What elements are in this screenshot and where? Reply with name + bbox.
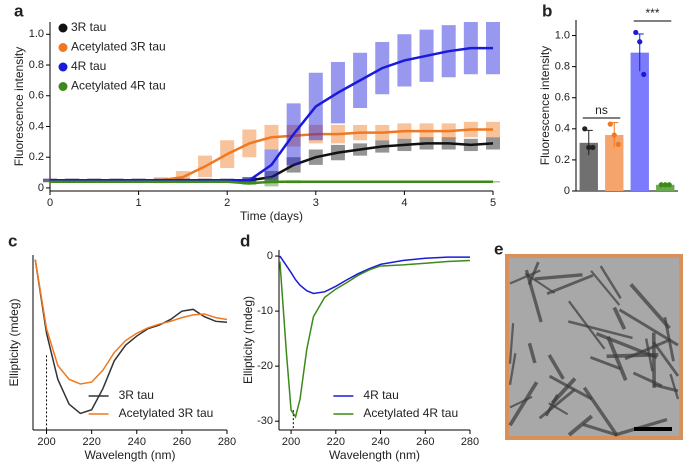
y-axis-label: Ellipticity (mdeg) <box>7 298 21 386</box>
data-point <box>667 182 672 187</box>
legend-marker <box>59 43 68 52</box>
x-axis-label: Wavelength (nm) <box>329 448 420 462</box>
y-tick-label: 0.8 <box>555 61 570 73</box>
legend-marker <box>59 63 68 72</box>
data-point <box>633 30 638 35</box>
significance-label: ns <box>595 103 608 117</box>
x-tick-label: 220 <box>82 436 100 448</box>
series-line <box>35 260 227 384</box>
x-tick-label: 4 <box>401 197 407 209</box>
x-tick-label: 3 <box>313 197 319 209</box>
panel-label: a <box>14 1 24 20</box>
y-tick-label: 0.2 <box>29 151 44 163</box>
legend-label: 3R tau <box>71 20 106 34</box>
legend-label: Acetylated 4R tau <box>363 406 458 420</box>
panel-label: c <box>8 231 17 250</box>
data-point <box>637 39 642 44</box>
x-tick-label: 5 <box>490 197 496 209</box>
y-tick-label: 1.0 <box>555 29 570 41</box>
legend-marker <box>59 82 68 91</box>
data-point <box>641 72 646 77</box>
y-axis-label: Fluorescence intensity <box>12 47 26 166</box>
y-tick-label: 0 <box>267 250 273 262</box>
x-tick-label: 280 <box>218 436 236 448</box>
y-axis-label: Fluorescence intensity <box>538 46 552 165</box>
x-tick-label: 240 <box>371 436 389 448</box>
y-tick-label: 0 <box>38 182 44 194</box>
y-tick-label: 0.8 <box>29 59 44 71</box>
legend-label: Acetylated 4R tau <box>71 79 166 93</box>
bar <box>631 53 649 191</box>
x-tick-label: 260 <box>173 436 191 448</box>
y-tick-label: 0.4 <box>555 123 570 135</box>
y-tick-label: -30 <box>257 415 273 427</box>
scale-bar <box>634 427 672 431</box>
x-tick-label: 220 <box>327 436 345 448</box>
y-axis-label: Ellipticity (mdeg) <box>241 296 255 384</box>
x-tick-label: 260 <box>416 436 434 448</box>
legend-label: 4R tau <box>71 59 106 73</box>
data-point <box>616 142 621 147</box>
panel-label: b <box>542 1 552 20</box>
x-axis-label: Wavelength (nm) <box>85 448 176 462</box>
legend-label: 3R tau <box>119 388 154 402</box>
legend-label: Acetylated 3R tau <box>71 40 166 54</box>
data-point <box>612 132 617 137</box>
y-tick-label: 0.4 <box>29 120 44 132</box>
significance-label: *** <box>645 6 659 20</box>
x-tick-label: 200 <box>282 436 300 448</box>
legend-label: Acetylated 3R tau <box>119 406 214 420</box>
legend-marker <box>59 24 68 33</box>
x-tick-label: 280 <box>461 436 479 448</box>
data-point <box>608 122 613 127</box>
y-tick-label: 0 <box>564 185 570 197</box>
data-point <box>582 126 587 131</box>
x-axis-label: Time (days) <box>240 209 303 223</box>
y-tick-label: 0.2 <box>555 154 570 166</box>
data-point <box>590 145 595 150</box>
y-tick-label: -20 <box>257 360 273 372</box>
x-tick-label: 240 <box>128 436 146 448</box>
y-tick-label: -10 <box>257 305 273 317</box>
y-tick-label: 0.6 <box>555 92 570 104</box>
y-tick-label: 1.0 <box>29 28 44 40</box>
legend-label: 4R tau <box>363 388 398 402</box>
y-tick-label: 0.6 <box>29 90 44 102</box>
panel-label: d <box>240 231 250 250</box>
x-tick-label: 2 <box>224 197 230 209</box>
x-tick-label: 200 <box>37 436 55 448</box>
x-tick-label: 0 <box>47 197 53 209</box>
panel-label: e <box>494 239 503 258</box>
x-tick-label: 1 <box>136 197 142 209</box>
fibril <box>607 355 659 357</box>
